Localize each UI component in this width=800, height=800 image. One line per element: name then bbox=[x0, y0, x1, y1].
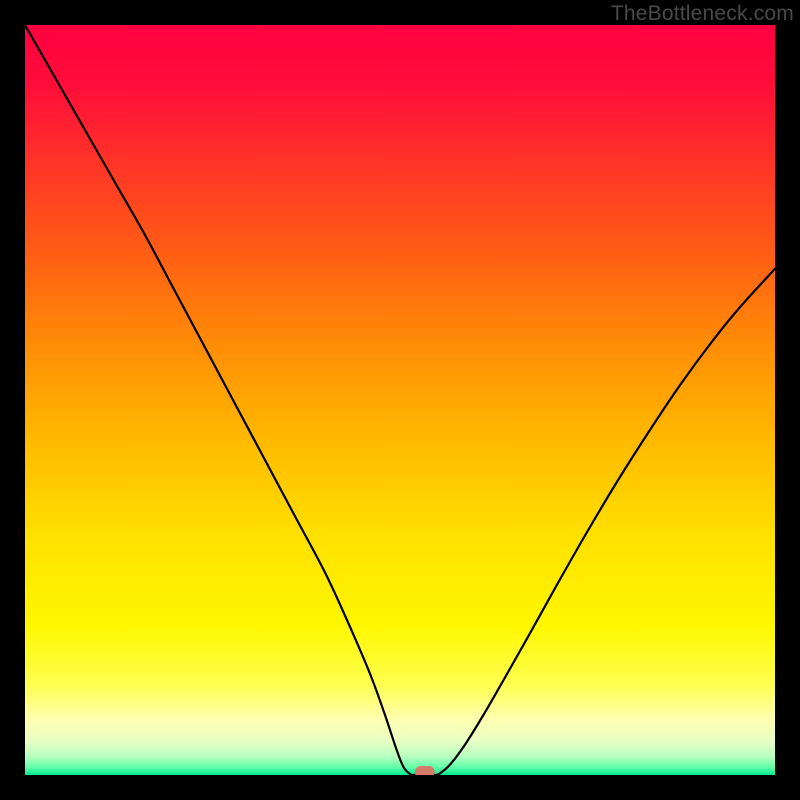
plot-area bbox=[25, 25, 775, 775]
attribution-label: TheBottleneck.com bbox=[611, 2, 794, 26]
chart-stage: TheBottleneck.com bbox=[0, 0, 800, 800]
optimum-marker bbox=[415, 766, 435, 775]
plot-background bbox=[25, 25, 775, 775]
plot-svg bbox=[25, 25, 775, 775]
